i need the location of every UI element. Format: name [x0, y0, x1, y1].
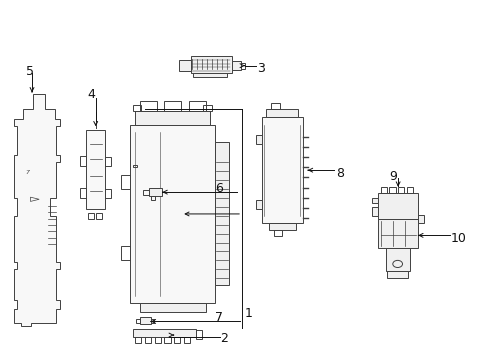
Bar: [105, 157, 111, 166]
Bar: [241, 63, 244, 68]
Bar: [193, 73, 227, 77]
Bar: [385, 248, 409, 271]
Bar: [164, 337, 170, 342]
Bar: [105, 189, 111, 198]
Bar: [215, 143, 228, 285]
Bar: [386, 271, 407, 278]
Bar: [80, 188, 86, 198]
Text: 7: 7: [25, 170, 29, 175]
Bar: [86, 130, 105, 208]
Bar: [144, 337, 151, 342]
Text: 1: 1: [244, 307, 252, 320]
Bar: [132, 105, 141, 111]
Bar: [232, 61, 241, 70]
Bar: [142, 190, 148, 195]
Text: 6: 6: [215, 182, 223, 195]
Bar: [273, 230, 282, 237]
Bar: [151, 196, 155, 200]
Bar: [372, 207, 377, 216]
Bar: [380, 187, 386, 193]
Bar: [140, 303, 205, 312]
Polygon shape: [14, 94, 60, 326]
Bar: [130, 125, 215, 303]
Bar: [183, 337, 190, 342]
Bar: [174, 337, 180, 342]
Bar: [148, 188, 162, 196]
Bar: [135, 337, 141, 342]
Bar: [150, 319, 153, 323]
Bar: [154, 337, 161, 342]
Bar: [406, 187, 412, 193]
Bar: [397, 187, 404, 193]
Text: 9: 9: [388, 170, 396, 183]
Text: 3: 3: [256, 62, 264, 75]
Bar: [88, 213, 94, 219]
Bar: [255, 135, 261, 144]
Bar: [261, 117, 302, 223]
Bar: [388, 187, 395, 193]
Bar: [121, 175, 130, 189]
Bar: [196, 330, 201, 339]
Bar: [80, 156, 86, 166]
Bar: [377, 193, 417, 219]
Text: 10: 10: [450, 233, 466, 246]
Bar: [136, 319, 140, 323]
Bar: [372, 198, 377, 203]
Bar: [140, 317, 150, 324]
Bar: [188, 101, 205, 111]
Bar: [191, 56, 232, 73]
Bar: [179, 60, 191, 71]
Text: 8: 8: [335, 167, 343, 180]
Bar: [271, 103, 280, 109]
Bar: [132, 165, 136, 167]
Bar: [164, 101, 181, 111]
Bar: [121, 246, 130, 260]
Bar: [132, 329, 196, 337]
Bar: [203, 105, 211, 111]
Text: 5: 5: [25, 64, 34, 77]
Bar: [417, 215, 423, 223]
Text: 2: 2: [220, 333, 227, 346]
Text: 4: 4: [87, 88, 95, 101]
Bar: [96, 213, 102, 219]
Bar: [377, 219, 417, 248]
Bar: [135, 111, 210, 125]
Bar: [255, 200, 261, 208]
Bar: [140, 101, 157, 111]
Text: 7: 7: [215, 311, 223, 324]
Bar: [268, 223, 295, 230]
Bar: [266, 109, 297, 117]
